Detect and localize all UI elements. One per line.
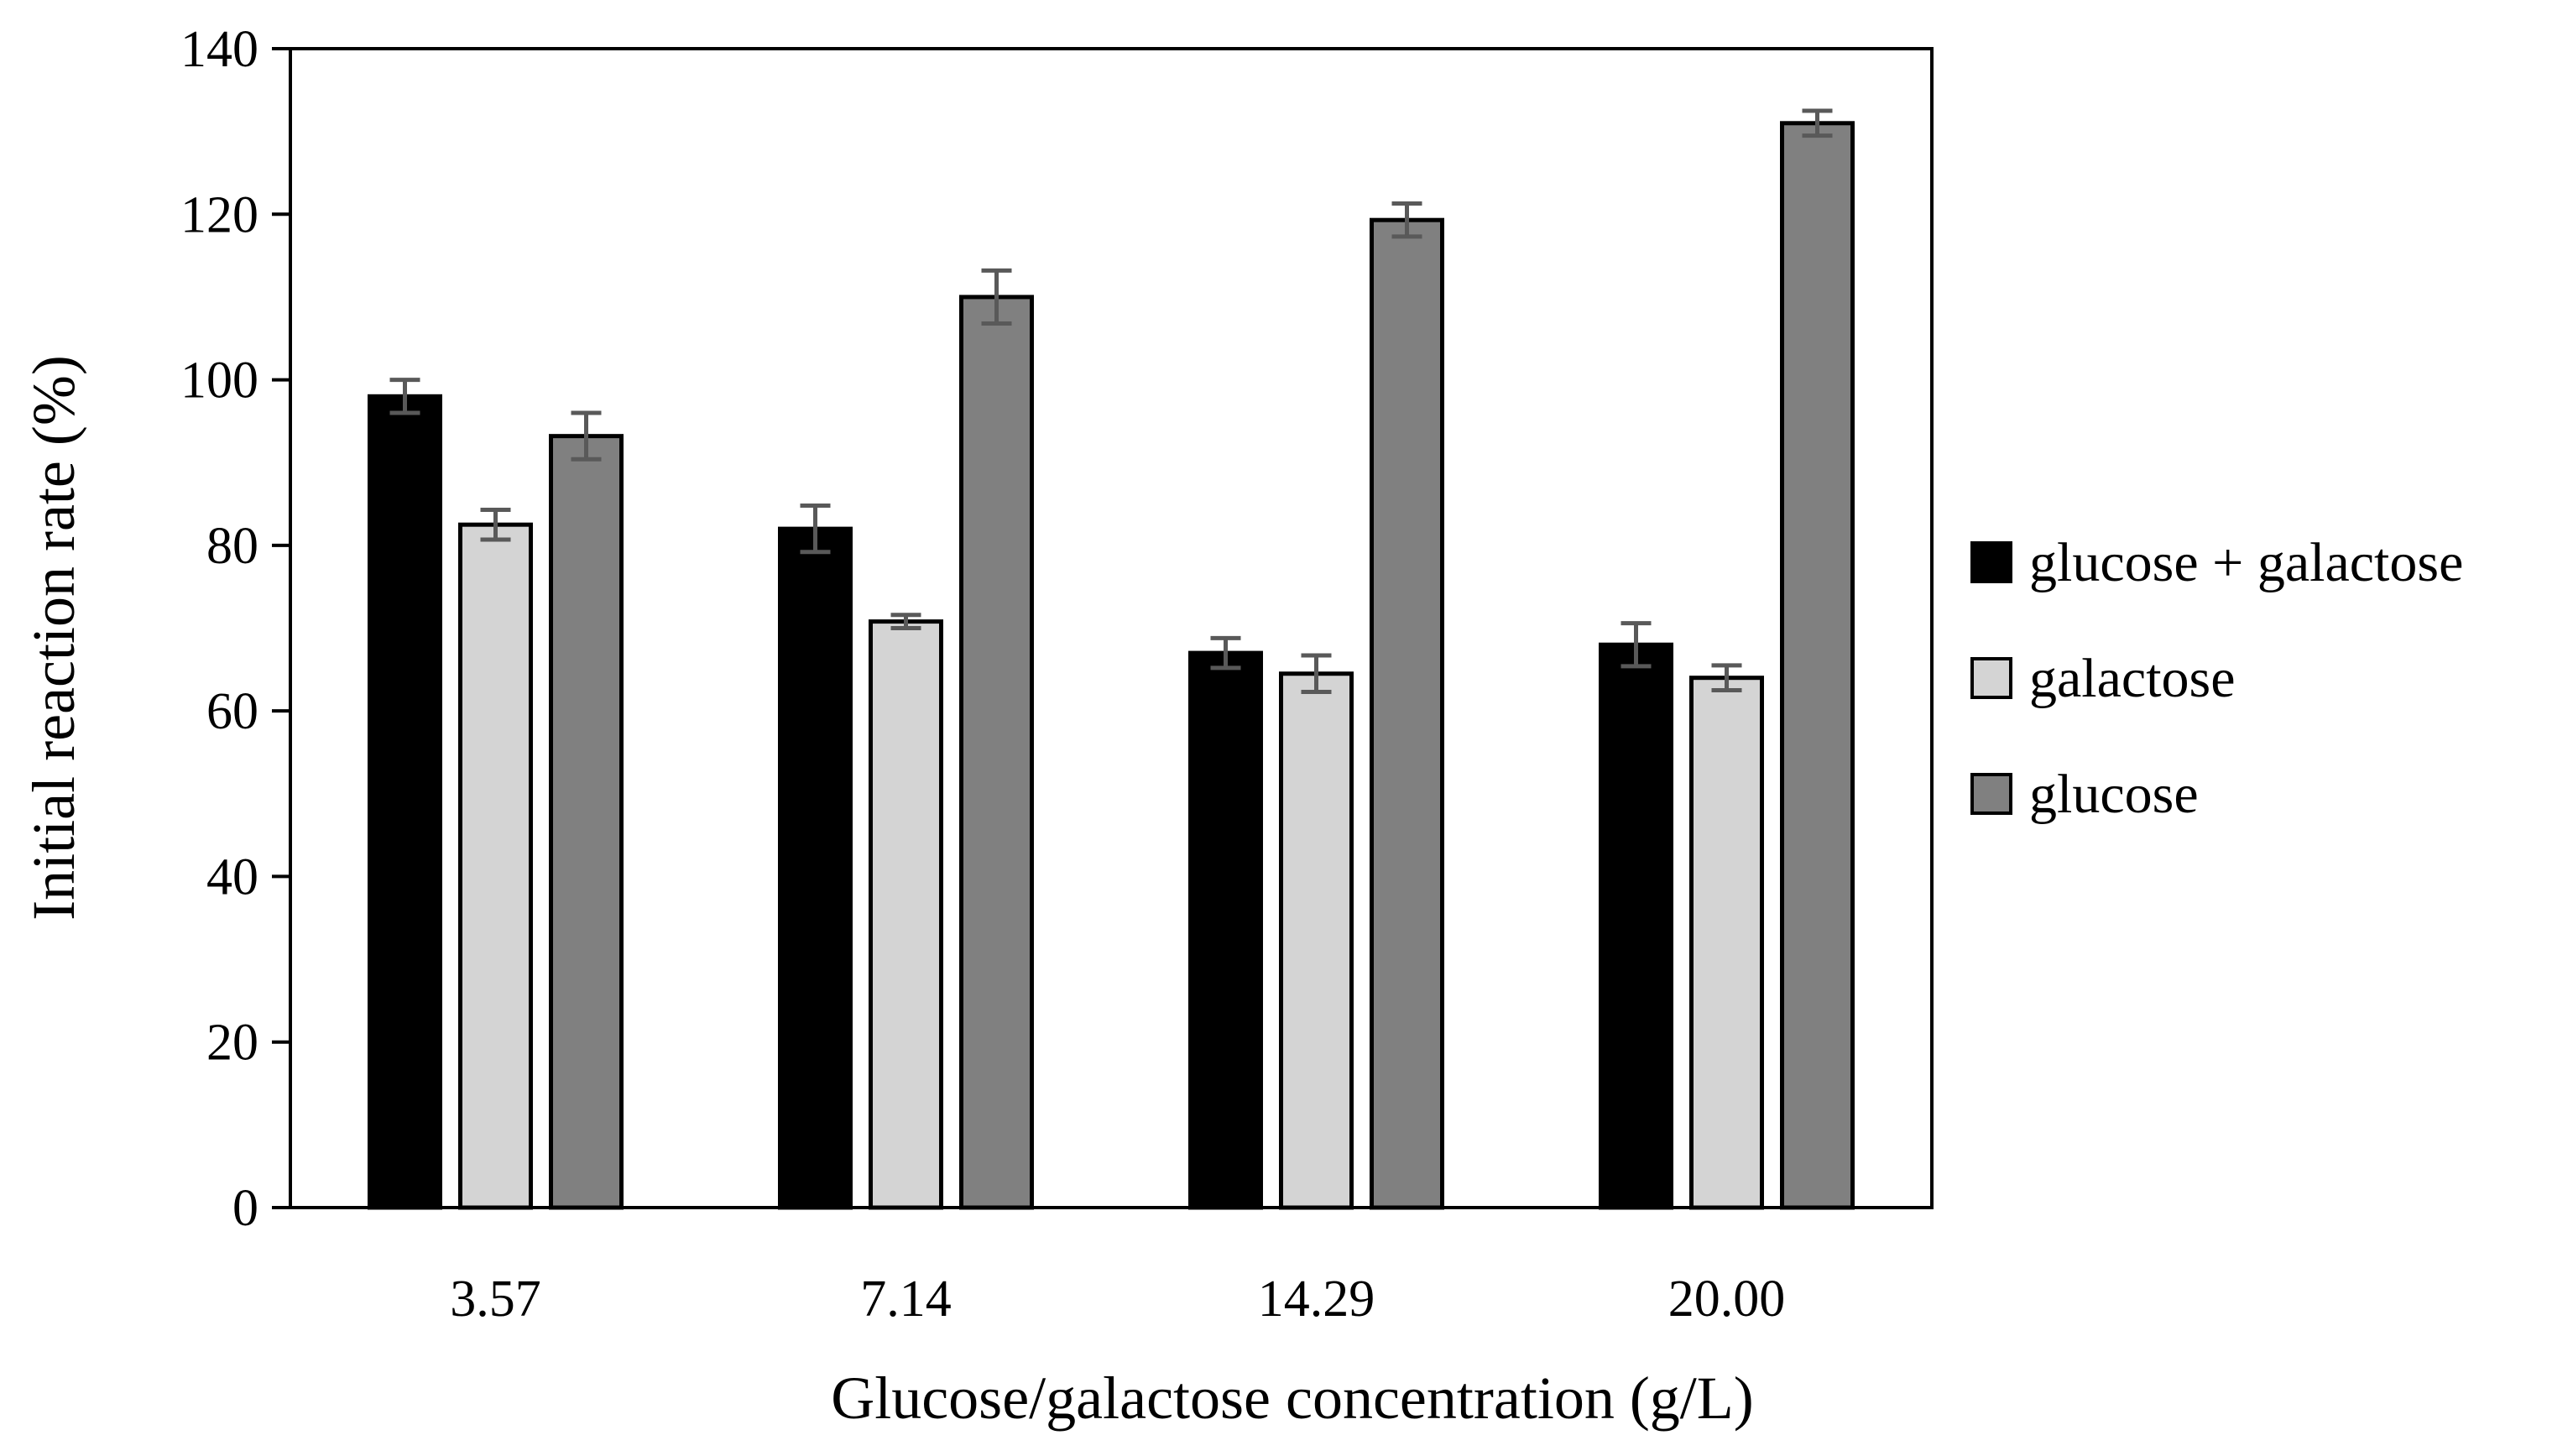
y-tick-label: 100 — [180, 352, 258, 410]
y-axis-ticks: 0 20 40 60 80 100 120 140 — [180, 21, 290, 1237]
legend-swatch — [1970, 541, 2012, 583]
bar-glucose-galactose-7.14 — [778, 526, 853, 1210]
y-tick-label: 40 — [206, 848, 258, 905]
legend-label: glucose — [2029, 764, 2199, 825]
bar-glucose-galactose-14.29 — [1188, 650, 1263, 1210]
x-tick-label: 14.29 — [1258, 1271, 1375, 1328]
x-tick-label: 20.00 — [1668, 1271, 1786, 1328]
x-tick-label: 3.57 — [450, 1271, 541, 1328]
y-tick-label: 20 — [206, 1015, 258, 1072]
bar-galactose-7.14 — [869, 619, 943, 1210]
x-axis-title: Glucose/galactose concentration (g/L) — [831, 1365, 1754, 1432]
bar-glucose-14.29 — [1370, 217, 1444, 1210]
y-tick-label: 120 — [180, 186, 258, 243]
x-axis-ticks: 3.57 7.14 14.29 20.00 — [450, 1271, 1785, 1328]
y-tick-label: 80 — [206, 518, 258, 575]
bar-glucose-galactose-20.00 — [1599, 642, 1673, 1210]
bar-glucose-20.00 — [1780, 121, 1855, 1210]
y-tick-label: 0 — [232, 1180, 258, 1237]
y-tick-label: 140 — [180, 21, 258, 78]
plot-area — [289, 47, 1934, 1209]
bar-galactose-14.29 — [1279, 671, 1354, 1210]
legend: glucose + galactose galactose glucose — [1970, 532, 2463, 825]
bar-glucose-7.14 — [959, 295, 1034, 1210]
bar-glucose-3.57 — [549, 434, 624, 1210]
y-axis-title: Initial reaction rate (%) — [20, 355, 87, 921]
legend-label: galactose — [2029, 648, 2236, 709]
legend-swatch — [1970, 773, 2012, 815]
x-tick-label: 7.14 — [860, 1271, 952, 1328]
legend-label: glucose + galactose — [2029, 532, 2463, 593]
plot-frame — [289, 47, 1934, 1209]
bar-galactose-3.57 — [458, 522, 533, 1210]
y-tick-label: 60 — [206, 683, 258, 740]
bar-glucose-galactose-3.57 — [368, 394, 442, 1210]
error-bars — [389, 108, 1833, 694]
legend-swatch — [1970, 657, 2012, 699]
bar-galactose-20.00 — [1689, 676, 1764, 1210]
